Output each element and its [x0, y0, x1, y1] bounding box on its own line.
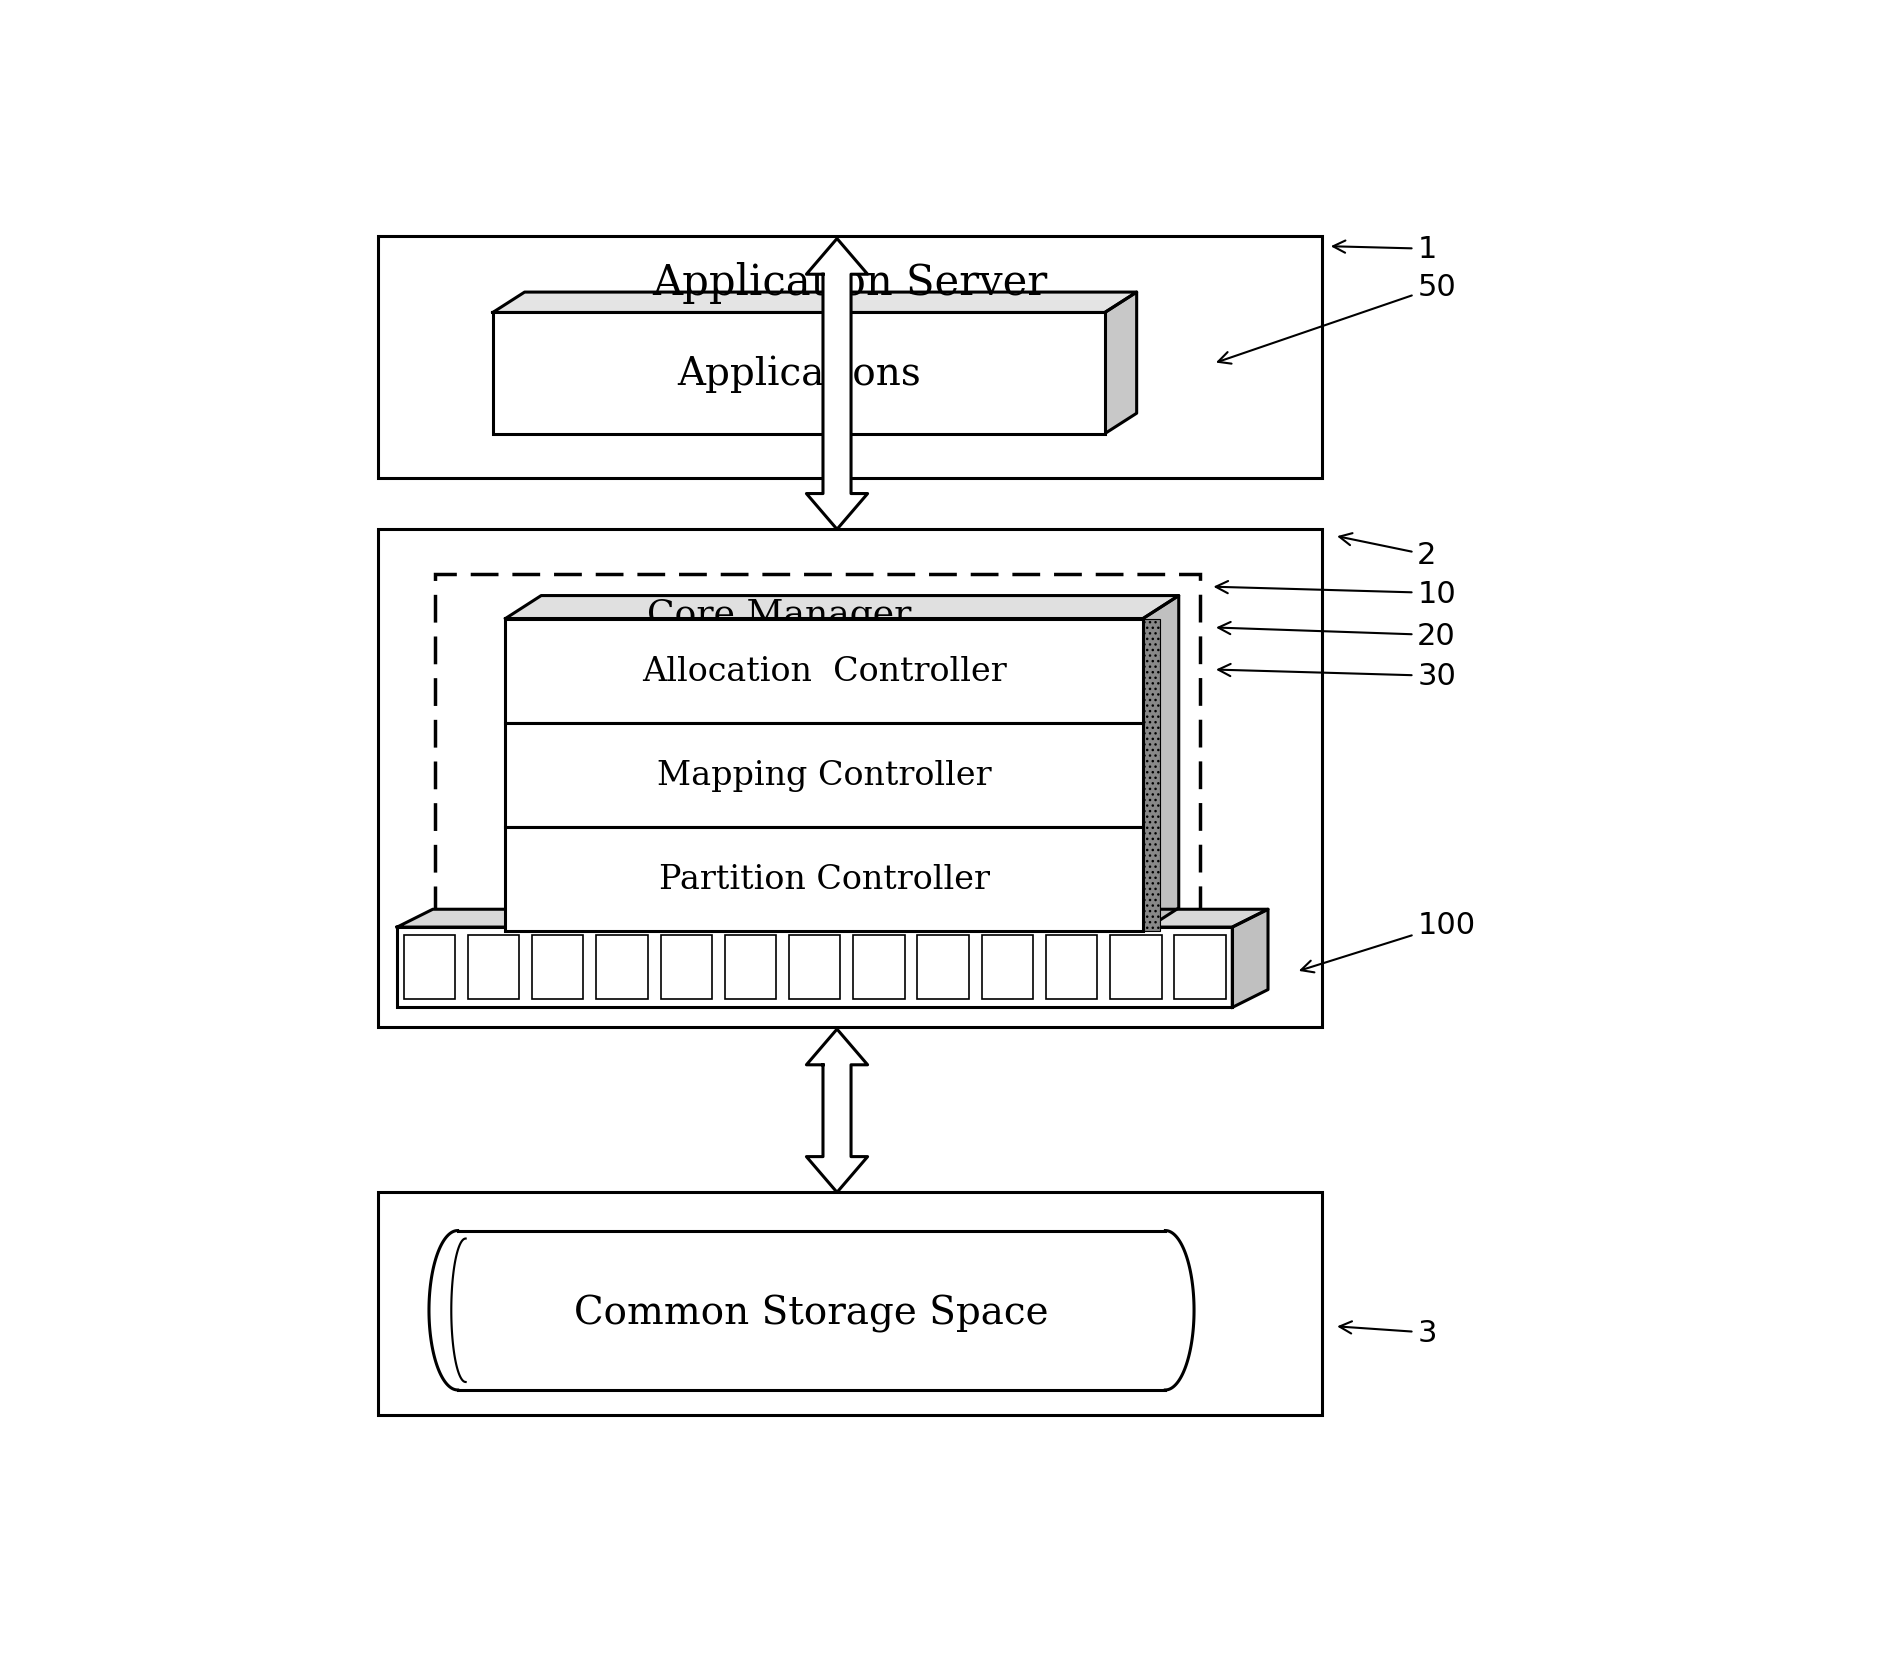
Text: 10: 10: [1216, 579, 1457, 607]
Bar: [378, 1193, 1321, 1415]
Polygon shape: [1142, 596, 1178, 932]
Text: 30: 30: [1218, 662, 1457, 692]
Bar: [378, 237, 1321, 478]
Text: 3: 3: [1340, 1319, 1436, 1347]
Bar: [853, 935, 905, 1000]
Text: Core Manager: Core Manager: [647, 597, 911, 632]
Text: 2: 2: [1340, 535, 1436, 569]
Bar: [918, 935, 969, 1000]
Text: 100: 100: [1300, 910, 1475, 973]
Bar: [1174, 935, 1225, 1000]
Text: Partition Controller: Partition Controller: [659, 864, 990, 895]
Bar: [378, 530, 1321, 1026]
Bar: [493, 313, 1105, 434]
Text: Application Server: Application Server: [653, 263, 1048, 305]
Bar: [789, 935, 841, 1000]
Bar: [1139, 619, 1159, 932]
Bar: [533, 935, 583, 1000]
FancyBboxPatch shape: [457, 1231, 1165, 1390]
Bar: [1046, 935, 1097, 1000]
Bar: [435, 574, 1201, 983]
Polygon shape: [1105, 293, 1137, 434]
Bar: [429, 1276, 1193, 1346]
Bar: [597, 935, 647, 1000]
Text: Common Storage Space: Common Storage Space: [574, 1294, 1048, 1332]
Polygon shape: [805, 240, 868, 530]
Text: 1: 1: [1332, 235, 1436, 265]
Polygon shape: [493, 293, 1137, 313]
Polygon shape: [805, 1029, 868, 1193]
Polygon shape: [1233, 910, 1268, 1008]
Bar: [403, 935, 455, 1000]
Polygon shape: [506, 596, 1178, 619]
Text: Allocation  Controller: Allocation Controller: [642, 655, 1007, 687]
Ellipse shape: [429, 1231, 486, 1390]
Bar: [661, 935, 711, 1000]
Ellipse shape: [1137, 1231, 1193, 1390]
Bar: [982, 935, 1033, 1000]
Bar: [725, 935, 775, 1000]
Bar: [506, 723, 1142, 828]
Text: 20: 20: [1218, 621, 1457, 650]
Text: Applications: Applications: [678, 356, 920, 392]
Bar: [469, 935, 519, 1000]
Text: Mapping Controller: Mapping Controller: [657, 760, 992, 791]
Polygon shape: [397, 910, 1268, 927]
Bar: [506, 828, 1142, 932]
Text: 50: 50: [1218, 273, 1457, 364]
Bar: [397, 927, 1233, 1008]
Bar: [1110, 935, 1161, 1000]
Bar: [506, 619, 1142, 723]
